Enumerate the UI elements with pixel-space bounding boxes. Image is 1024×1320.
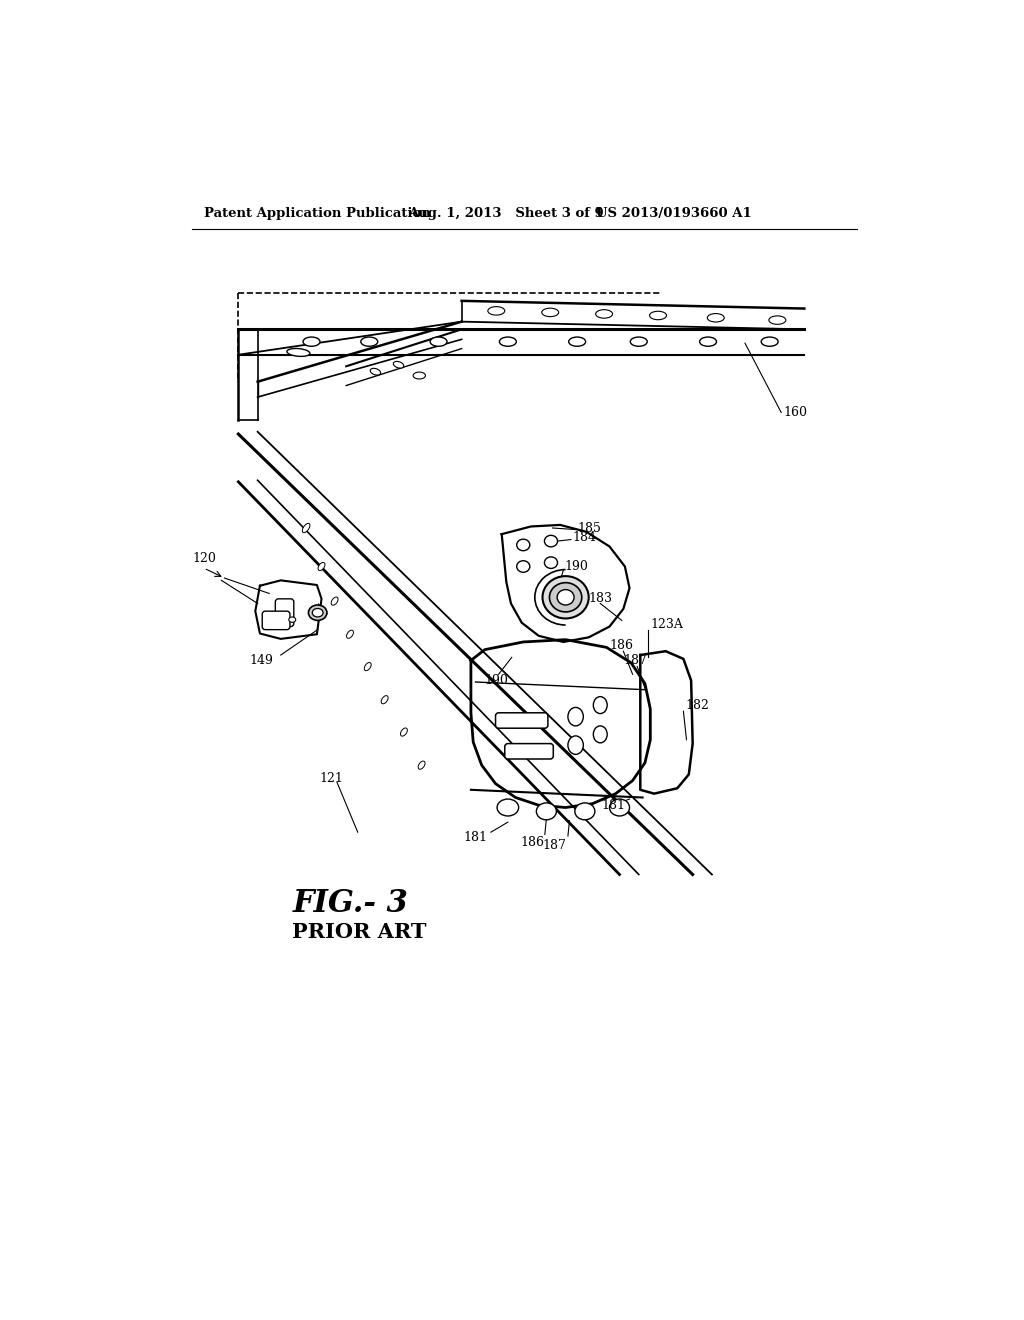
Text: 186: 186 [609,639,634,652]
Text: Aug. 1, 2013   Sheet 3 of 9: Aug. 1, 2013 Sheet 3 of 9 [408,207,603,220]
Text: 190: 190 [565,560,589,573]
Text: 190: 190 [484,675,509,686]
Ellipse shape [708,314,724,322]
Ellipse shape [574,803,595,820]
Text: 160: 160 [783,407,808,418]
Text: 186: 186 [520,836,545,849]
Text: 123A: 123A [650,618,683,631]
Ellipse shape [346,630,353,639]
Text: 149: 149 [250,653,273,667]
Text: 183: 183 [588,593,612,606]
Ellipse shape [331,597,338,606]
FancyBboxPatch shape [505,743,553,759]
Text: 120: 120 [193,552,216,565]
Ellipse shape [593,697,607,714]
Ellipse shape [318,562,325,570]
Ellipse shape [761,337,778,346]
FancyBboxPatch shape [275,599,294,627]
Text: 187: 187 [624,653,647,667]
FancyBboxPatch shape [262,611,290,630]
Ellipse shape [568,708,584,726]
Ellipse shape [517,539,529,550]
Ellipse shape [568,737,584,755]
Ellipse shape [393,362,403,368]
Ellipse shape [302,523,310,533]
Ellipse shape [497,799,518,816]
Text: Patent Application Publication: Patent Application Publication [204,207,430,220]
Ellipse shape [545,536,557,546]
Text: 187: 187 [542,838,566,851]
Ellipse shape [289,616,296,622]
Ellipse shape [400,727,408,737]
Ellipse shape [596,310,612,318]
Ellipse shape [308,605,327,620]
Ellipse shape [381,696,388,704]
Ellipse shape [418,762,425,770]
Ellipse shape [312,609,323,616]
Ellipse shape [500,337,516,346]
Ellipse shape [413,372,425,379]
Ellipse shape [430,337,447,346]
Ellipse shape [699,337,717,346]
Ellipse shape [769,315,785,325]
Text: 185: 185 [578,521,601,535]
Text: US 2013/0193660 A1: US 2013/0193660 A1 [596,207,753,220]
Text: 182: 182 [685,698,709,711]
Ellipse shape [303,337,319,346]
Text: 121: 121 [319,772,343,785]
Ellipse shape [593,726,607,743]
Text: 181: 181 [464,832,487,843]
Text: 181: 181 [602,799,626,812]
Text: PRIOR ART: PRIOR ART [292,923,427,942]
Ellipse shape [487,306,505,315]
Ellipse shape [545,557,557,569]
Text: 184: 184 [572,531,597,544]
Ellipse shape [542,308,559,317]
FancyBboxPatch shape [496,713,548,729]
Ellipse shape [287,348,310,356]
Ellipse shape [557,590,574,605]
Ellipse shape [543,576,589,619]
Ellipse shape [371,368,381,375]
Text: FIG.- 3: FIG.- 3 [292,888,409,919]
Ellipse shape [537,803,556,820]
Ellipse shape [568,337,586,346]
Ellipse shape [360,337,378,346]
Ellipse shape [517,561,529,573]
Ellipse shape [609,799,630,816]
Ellipse shape [365,663,371,671]
Ellipse shape [550,582,582,612]
Ellipse shape [631,337,647,346]
Ellipse shape [649,312,667,319]
